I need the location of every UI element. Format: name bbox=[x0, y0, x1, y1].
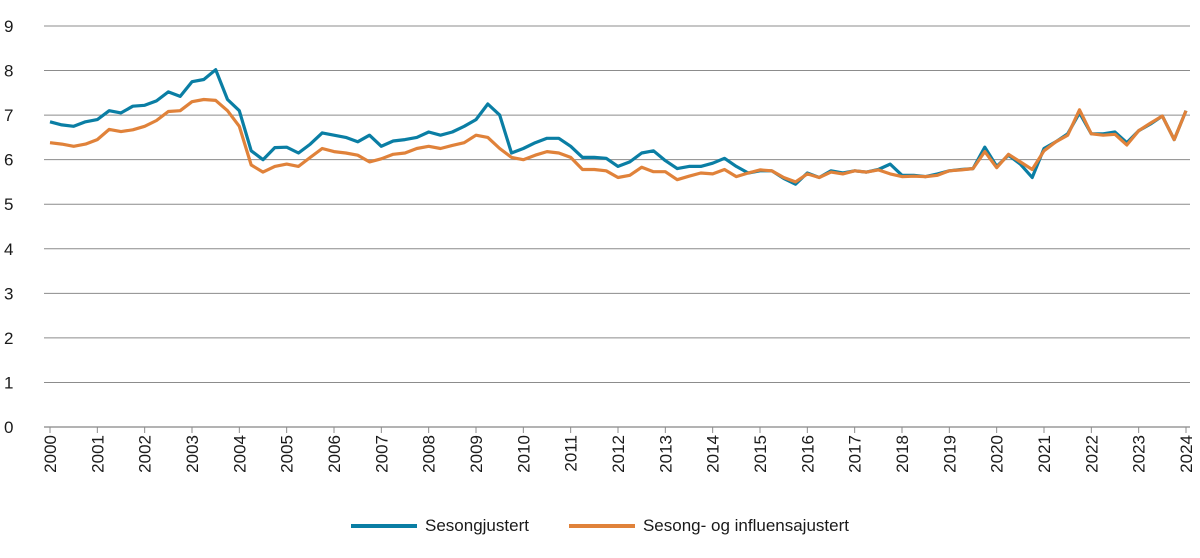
x-tick-label: 2024 bbox=[1177, 435, 1196, 473]
x-tick-label: 2017 bbox=[846, 435, 865, 473]
y-tick-label: 1 bbox=[4, 373, 13, 392]
legend-swatch bbox=[351, 524, 417, 528]
y-tick-label: 8 bbox=[4, 62, 13, 81]
x-tick-label: 2010 bbox=[514, 435, 533, 473]
x-tick-label: 2003 bbox=[183, 435, 202, 473]
x-tick-label: 2000 bbox=[41, 435, 60, 473]
x-tick-label: 2014 bbox=[704, 435, 723, 473]
x-tick-label: 2020 bbox=[988, 435, 1007, 473]
legend: Sesongjustert Sesong- og influensajuster… bbox=[0, 516, 1200, 536]
x-tick-label: 2009 bbox=[467, 435, 486, 473]
x-tick-label: 2022 bbox=[1082, 435, 1101, 473]
x-tick-label: 2011 bbox=[562, 435, 581, 472]
x-tick-label: 2016 bbox=[798, 435, 817, 473]
x-tick-label: 2007 bbox=[372, 435, 391, 473]
y-tick-label: 4 bbox=[4, 240, 13, 259]
y-tick-label: 5 bbox=[4, 195, 13, 214]
x-tick-label: 2019 bbox=[940, 435, 959, 473]
legend-item-influensajustert: Sesong- og influensajustert bbox=[568, 516, 849, 536]
x-tick-label: 2021 bbox=[1035, 435, 1054, 473]
x-tick-label: 2002 bbox=[136, 435, 155, 473]
legend-label: Sesongjustert bbox=[425, 516, 529, 535]
series-line-sesong-og-influensajustert bbox=[49, 97, 1188, 184]
y-tick-label: 3 bbox=[4, 284, 13, 303]
y-tick-label: 7 bbox=[4, 106, 13, 125]
y-tick-label: 9 bbox=[4, 17, 13, 36]
x-tick-label: 2004 bbox=[230, 435, 249, 473]
x-tick-label: 2006 bbox=[325, 435, 344, 473]
x-tick-label: 2023 bbox=[1130, 435, 1149, 473]
y-tick-label: 2 bbox=[4, 329, 13, 348]
x-tick-label: 2008 bbox=[420, 435, 439, 473]
legend-item-sesongjustert: Sesongjustert bbox=[351, 516, 529, 536]
x-tick-label: 2005 bbox=[278, 435, 297, 473]
series-line-sesongjustert bbox=[49, 68, 1188, 186]
x-tick-label: 2018 bbox=[893, 435, 912, 473]
legend-swatch bbox=[568, 524, 635, 528]
legend-label: Sesong- og influensajustert bbox=[642, 516, 849, 535]
x-tick-label: 2012 bbox=[609, 435, 628, 473]
x-tick-label: 2015 bbox=[751, 435, 770, 473]
x-tick-label: 2001 bbox=[88, 435, 107, 473]
y-tick-label: 6 bbox=[4, 151, 13, 170]
line-chart: 0 1 2 3 4 5 6 7 8 9 2000 2001 2002 2003 2004 2005 2006 20… bbox=[4, 17, 1196, 473]
y-tick-label: 0 bbox=[4, 418, 13, 437]
x-tick-label: 2013 bbox=[656, 435, 675, 473]
